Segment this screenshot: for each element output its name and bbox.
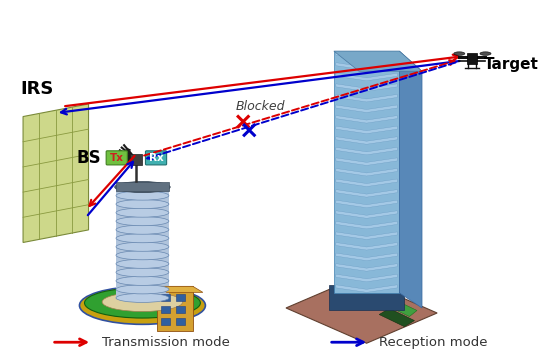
Polygon shape	[336, 211, 397, 218]
Bar	[467, 53, 478, 64]
Text: Tx: Tx	[110, 153, 123, 163]
Polygon shape	[399, 51, 422, 308]
Polygon shape	[336, 52, 397, 59]
Text: IRS: IRS	[21, 80, 54, 98]
Polygon shape	[336, 264, 397, 271]
Polygon shape	[329, 285, 404, 310]
Ellipse shape	[116, 293, 169, 302]
Polygon shape	[336, 232, 397, 239]
Polygon shape	[336, 115, 397, 123]
Polygon shape	[336, 200, 397, 208]
FancyArrowPatch shape	[65, 55, 459, 106]
Ellipse shape	[116, 200, 169, 209]
Polygon shape	[334, 51, 422, 71]
Ellipse shape	[102, 292, 183, 312]
Polygon shape	[336, 73, 397, 81]
Ellipse shape	[116, 208, 169, 217]
Bar	[160, 295, 170, 301]
Ellipse shape	[116, 234, 169, 243]
Ellipse shape	[480, 52, 491, 55]
Text: Transmission mode: Transmission mode	[102, 336, 230, 349]
FancyArrowPatch shape	[88, 162, 133, 215]
Polygon shape	[336, 137, 397, 144]
Text: Reception mode: Reception mode	[379, 336, 487, 349]
Ellipse shape	[79, 286, 206, 324]
FancyBboxPatch shape	[106, 151, 127, 165]
Polygon shape	[336, 126, 397, 134]
Bar	[176, 318, 185, 325]
Polygon shape	[336, 147, 397, 155]
Polygon shape	[116, 187, 169, 298]
Bar	[160, 306, 170, 313]
Ellipse shape	[116, 268, 169, 277]
Ellipse shape	[116, 191, 169, 200]
Polygon shape	[336, 221, 397, 229]
Ellipse shape	[116, 217, 169, 226]
Polygon shape	[336, 158, 397, 165]
FancyBboxPatch shape	[145, 151, 166, 165]
Ellipse shape	[116, 183, 169, 192]
Text: Blocked: Blocked	[236, 100, 285, 113]
Ellipse shape	[116, 251, 169, 260]
Ellipse shape	[116, 242, 169, 251]
Bar	[160, 318, 170, 325]
Polygon shape	[336, 84, 397, 91]
FancyArrowPatch shape	[61, 61, 460, 114]
Polygon shape	[384, 298, 417, 316]
Ellipse shape	[115, 182, 170, 193]
Polygon shape	[157, 286, 193, 331]
Polygon shape	[336, 95, 397, 102]
Polygon shape	[336, 179, 397, 187]
Polygon shape	[157, 286, 203, 292]
Polygon shape	[286, 278, 437, 343]
FancyArrowPatch shape	[144, 60, 455, 155]
Polygon shape	[23, 104, 89, 242]
Ellipse shape	[116, 285, 169, 294]
FancyArrowPatch shape	[147, 62, 456, 159]
Polygon shape	[334, 51, 399, 293]
Ellipse shape	[454, 52, 465, 55]
Polygon shape	[336, 274, 397, 282]
Bar	[116, 182, 169, 191]
Ellipse shape	[116, 259, 169, 268]
Bar	[176, 295, 185, 301]
Bar	[176, 306, 185, 313]
FancyArrowPatch shape	[90, 156, 134, 206]
Polygon shape	[336, 253, 397, 261]
Ellipse shape	[116, 225, 169, 234]
Polygon shape	[336, 242, 397, 250]
Text: Target: Target	[484, 57, 539, 72]
Polygon shape	[336, 63, 397, 70]
Polygon shape	[336, 190, 397, 197]
Text: Rx: Rx	[149, 153, 163, 163]
Ellipse shape	[84, 288, 200, 318]
Polygon shape	[336, 169, 397, 176]
Bar	[131, 154, 143, 165]
Ellipse shape	[116, 276, 169, 285]
Polygon shape	[336, 105, 397, 113]
Polygon shape	[379, 308, 415, 327]
Polygon shape	[336, 285, 397, 292]
Text: BS: BS	[77, 149, 101, 167]
